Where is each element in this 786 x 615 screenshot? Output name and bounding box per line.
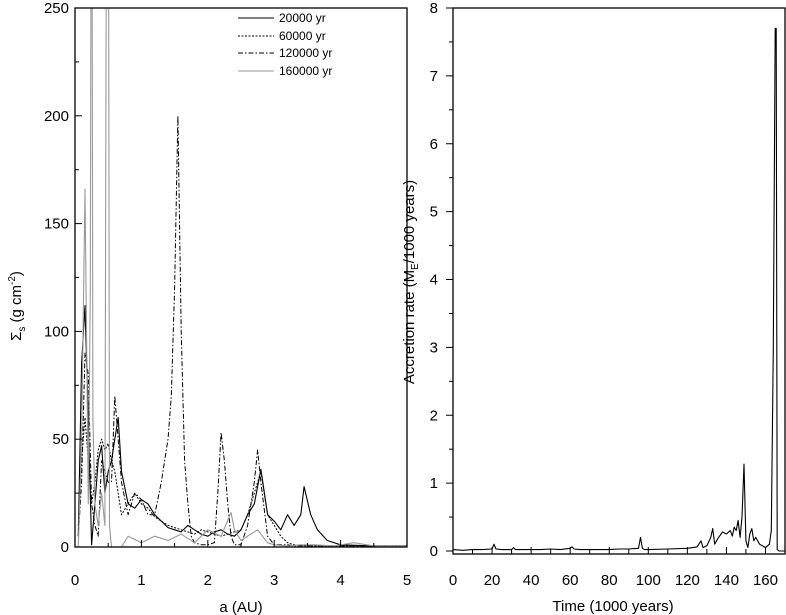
right-x-axis-label: Time (1000 years) xyxy=(552,598,673,615)
left-plot-lines xyxy=(77,8,407,547)
x-tick-label: 1 xyxy=(137,572,145,589)
legend: 20000 yr 60000 yr 120000 yr 160000 yr xyxy=(238,11,332,78)
y-tick-label: 7 xyxy=(430,68,438,85)
x-tick-label: 20 xyxy=(484,572,501,589)
x-tick-label: 100 xyxy=(636,572,661,589)
y-tick-label: 100 xyxy=(44,323,69,340)
right-y-axis-label: Accretion rate (ME/1000 years) xyxy=(401,180,421,384)
y-tick-label: 200 xyxy=(44,108,69,125)
series-line-60000-yr xyxy=(77,417,407,547)
y-tick-label: 0 xyxy=(61,539,69,556)
legend-entry-120000-yr: 120000 yr xyxy=(238,46,332,60)
x-tick-label: 2 xyxy=(204,572,212,589)
right-chart: 0 20 40 60 80 100 120 140 160 0 1 2 3 4 5 6 7 8 Time (100… xyxy=(401,0,786,615)
left-plot-frame xyxy=(74,7,408,548)
right-plot-frame xyxy=(452,7,786,555)
series-line-accretion-rate xyxy=(453,27,785,552)
left-x-axis-label: a (AU) xyxy=(219,599,262,615)
right-ticks xyxy=(446,7,766,554)
legend-label: 160000 yr xyxy=(279,64,332,78)
series-line-20000-yr xyxy=(77,304,407,547)
left-y-axis-label: Σs (g cm-2) xyxy=(7,271,28,341)
x-tick-label: 40 xyxy=(523,572,540,589)
y-tick-label: 5 xyxy=(430,204,438,221)
x-tick-label: 5 xyxy=(403,572,411,589)
x-tick-label: 4 xyxy=(336,572,344,589)
y-tick-label: 2 xyxy=(430,407,438,424)
x-tick-label: 60 xyxy=(562,572,579,589)
series-line-120000-yr xyxy=(77,115,407,547)
x-tick-label: 160 xyxy=(753,572,778,589)
y-tick-label: 250 xyxy=(44,0,69,17)
y-tick-label: 8 xyxy=(430,0,438,17)
legend-label: 20000 yr xyxy=(279,11,326,25)
x-tick-label: 3 xyxy=(270,572,278,589)
y-tick-label: 4 xyxy=(430,272,438,289)
legend-label: 120000 yr xyxy=(279,46,332,60)
y-tick-label: 1 xyxy=(430,475,438,492)
legend-entry-20000-yr: 20000 yr xyxy=(238,11,326,25)
y-tick-label: 0 xyxy=(430,543,438,560)
legend-entry-60000-yr: 60000 yr xyxy=(238,29,326,43)
x-tick-label: 80 xyxy=(601,572,618,589)
y-tick-label: 6 xyxy=(430,136,438,153)
y-tick-label: 150 xyxy=(44,216,69,233)
left-ticks xyxy=(74,7,408,548)
right-tick-labels: 0 20 40 60 80 100 120 140 160 0 1 2 3 4 5 6 7 8 xyxy=(430,0,778,589)
x-tick-label: 0 xyxy=(71,572,79,589)
right-plot-lines xyxy=(453,27,785,552)
x-tick-label: 120 xyxy=(675,572,700,589)
series-line-160000-yr xyxy=(77,8,407,547)
legend-entry-160000-yr: 160000 yr xyxy=(238,64,332,78)
y-tick-label: 50 xyxy=(52,431,69,448)
x-tick-label: 0 xyxy=(449,572,457,589)
legend-label: 60000 yr xyxy=(279,29,326,43)
x-tick-label: 140 xyxy=(714,572,739,589)
y-tick-label: 3 xyxy=(430,339,438,356)
